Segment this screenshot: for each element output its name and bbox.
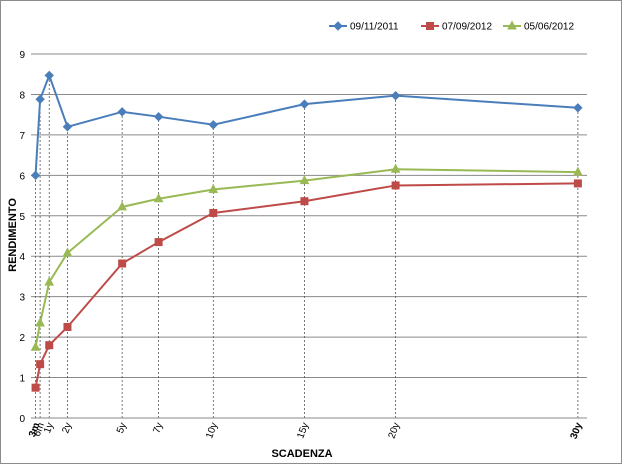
data-point (573, 166, 583, 176)
y-tick-label: 8 (19, 90, 25, 101)
y-tick-label: 3 (19, 293, 25, 304)
legend-entry: 09/11/2011 (329, 21, 399, 33)
gridlines (31, 53, 587, 379)
series (31, 179, 582, 392)
x-tick-label: 15y (295, 421, 311, 440)
data-point (299, 99, 310, 109)
data-point (30, 170, 41, 181)
data-point (208, 183, 219, 193)
data-point (426, 22, 434, 30)
x-tick-label: 7y (151, 421, 165, 435)
y-tick-label: 5 (19, 212, 25, 223)
data-point (44, 276, 55, 286)
data-point (45, 341, 54, 350)
legend-label: 05/06/2012 (524, 22, 574, 33)
legend: 09/11/2011 07/09/2012 05/06/2012 (329, 20, 574, 33)
data-point (117, 107, 127, 117)
data-point (573, 179, 582, 188)
data-point (30, 341, 41, 351)
data-point (300, 197, 309, 206)
y-tick-label: 2 (19, 333, 25, 344)
y-tick-label: 0 (19, 414, 25, 425)
data-point (36, 360, 45, 369)
data-point (299, 175, 310, 185)
data-point (63, 323, 72, 331)
data-point (154, 238, 163, 247)
y-tick-label: 1 (19, 374, 25, 385)
x-axis-title: SCADENZA (271, 448, 332, 460)
data-point (153, 193, 164, 203)
data-point (390, 163, 401, 173)
data-point (209, 208, 218, 217)
legend-label: 07/09/2012 (442, 22, 492, 33)
series-layer (30, 70, 583, 392)
series-line (34, 182, 578, 388)
data-point (62, 122, 73, 132)
data-point (62, 247, 73, 257)
legend-entry: 05/06/2012 (503, 20, 574, 33)
legend-entry: 07/09/2012 (421, 22, 492, 33)
data-point (117, 201, 127, 211)
data-point (118, 259, 127, 268)
series (30, 70, 583, 181)
data-point (391, 181, 400, 190)
y-tick-label: 7 (19, 131, 25, 142)
y-axis-ticks: 0 1 2 3 4 5 6 7 8 9 (19, 50, 25, 425)
x-tick-label: 3m (27, 421, 42, 438)
x-tick-label: 30y (569, 421, 585, 441)
y-tick-label: 4 (19, 252, 25, 263)
y-tick-label: 6 (19, 171, 25, 182)
series-line (34, 168, 578, 348)
x-tick-label: 20y (387, 421, 403, 440)
y-tick-label: 9 (19, 50, 25, 61)
vertical-guide-lines (35, 75, 579, 418)
legend-label: 09/11/2011 (350, 22, 399, 33)
x-tick-label: 6m (32, 421, 47, 438)
y-axis-title: RENDIMENTO (7, 198, 19, 272)
data-point (35, 317, 45, 327)
series-line (34, 72, 578, 176)
data-point (153, 111, 164, 122)
data-point (573, 103, 583, 113)
x-tick-label: 10y (204, 421, 220, 440)
x-tick-label: 1y (42, 421, 56, 435)
data-point (333, 21, 343, 31)
data-point (390, 90, 401, 101)
data-point (507, 20, 517, 30)
data-point (31, 383, 40, 392)
x-tick-label: 5y (115, 421, 129, 435)
data-point (35, 94, 45, 105)
data-point (44, 70, 54, 81)
series (30, 163, 583, 351)
data-point (208, 120, 219, 130)
x-tick-label: 2y (60, 421, 74, 435)
